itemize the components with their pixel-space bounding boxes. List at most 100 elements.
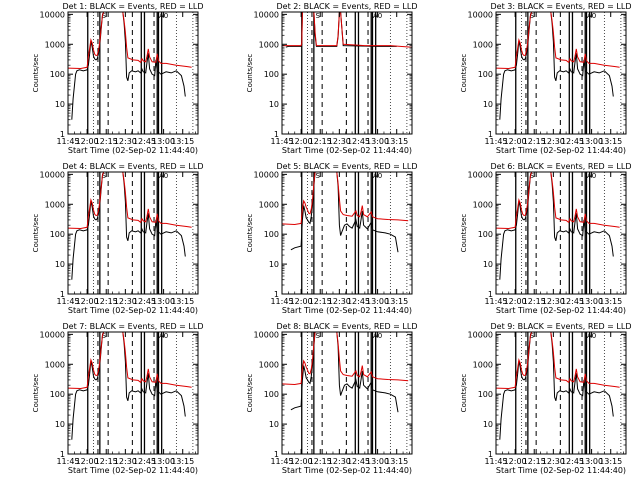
- x-tick-label: 13:00: [152, 457, 175, 466]
- x-tick-label: 12:30: [542, 137, 565, 146]
- y-tick-label: 10: [55, 100, 65, 109]
- x-tick-label: 11:45: [56, 297, 79, 306]
- x-tick-label: 11:45: [270, 297, 293, 306]
- y-tick-label: 1000: [473, 200, 493, 209]
- plot-frame: [67, 171, 199, 295]
- events-line: [290, 172, 399, 253]
- y-axis-label: Counts/sec: [32, 54, 40, 93]
- marker-label: S: [315, 172, 320, 180]
- y-tick-label: 10000: [254, 10, 279, 19]
- x-axis-label: Start Time (02-Sep-02 11:44:40): [282, 466, 412, 475]
- panel-title: Det 6: BLACK = Events, RED = LLD: [491, 162, 632, 171]
- lld-line: [496, 172, 620, 230]
- x-tick-label: 11:45: [484, 297, 507, 306]
- x-tick-label: 12:30: [328, 297, 351, 306]
- x-tick-label: 12:15: [523, 137, 546, 146]
- y-tick-label: 10: [269, 260, 279, 269]
- y-tick-label: 10000: [40, 170, 65, 179]
- plot-frame: [495, 171, 627, 295]
- panel-det-6: Det 6: BLACK = Events, RED = LLDSA011010…: [460, 162, 631, 315]
- x-tick-label: 13:15: [171, 297, 194, 306]
- marker-label: S: [315, 12, 320, 20]
- y-tick-label: 10: [483, 260, 493, 269]
- x-tick-label: 13:00: [152, 297, 175, 306]
- x-tick-label: 13:15: [385, 137, 408, 146]
- y-tick-label: 100: [264, 70, 279, 79]
- panel-det-2: Det 2: BLACK = Events, RED = LLDSA011010…: [246, 2, 417, 155]
- x-tick-label: 13:15: [171, 457, 194, 466]
- x-tick-label: 12:30: [542, 297, 565, 306]
- x-tick-label: 12:45: [347, 297, 370, 306]
- x-tick-label: 13:00: [366, 457, 389, 466]
- panel-title: Det 2: BLACK = Events, RED = LLD: [277, 2, 418, 11]
- x-tick-label: 12:45: [347, 137, 370, 146]
- panel-det-9: Det 9: BLACK = Events, RED = LLDSA011010…: [460, 322, 631, 475]
- events-line: [71, 12, 186, 120]
- y-tick-label: 1: [274, 290, 279, 299]
- x-tick-label: 13:00: [366, 137, 389, 146]
- x-tick-label: 12:45: [347, 457, 370, 466]
- x-axis-label: Start Time (02-Sep-02 11:44:40): [68, 146, 198, 155]
- plot-frame: [67, 11, 199, 135]
- y-tick-label: 1: [488, 290, 493, 299]
- x-tick-label: 11:45: [270, 137, 293, 146]
- plot-frame: [67, 331, 199, 455]
- y-axis-label: Counts/sec: [460, 214, 468, 253]
- x-tick-label: 13:15: [171, 137, 194, 146]
- y-tick-label: 10000: [40, 330, 65, 339]
- panel-title: Det 8: BLACK = Events, RED = LLD: [277, 322, 418, 331]
- y-tick-label: 10000: [468, 170, 493, 179]
- y-tick-label: 100: [264, 230, 279, 239]
- x-axis-label: Start Time (02-Sep-02 11:44:40): [282, 146, 412, 155]
- x-tick-label: 12:00: [76, 457, 99, 466]
- y-tick-label: 10000: [254, 170, 279, 179]
- x-tick-label: 11:45: [484, 457, 507, 466]
- y-axis-label: Counts/sec: [460, 374, 468, 413]
- x-tick-label: 12:00: [504, 137, 527, 146]
- x-tick-label: 12:45: [561, 137, 584, 146]
- x-tick-label: 12:00: [504, 457, 527, 466]
- vertical-markers: [301, 172, 408, 294]
- x-axis-label: Start Time (02-Sep-02 11:44:40): [496, 466, 626, 475]
- lld-line: [496, 332, 620, 390]
- marker-label: S: [101, 172, 106, 180]
- x-tick-label: 12:30: [328, 137, 351, 146]
- y-axis-label: Counts/sec: [460, 54, 468, 93]
- y-tick-label: 1: [488, 450, 493, 459]
- x-tick-label: 13:00: [152, 137, 175, 146]
- x-tick-label: 12:30: [114, 457, 137, 466]
- y-tick-label: 1000: [45, 40, 65, 49]
- x-tick-label: 12:45: [561, 457, 584, 466]
- y-axis-label: Counts/sec: [32, 374, 40, 413]
- lld-line: [496, 12, 620, 70]
- x-tick-label: 11:45: [484, 137, 507, 146]
- events-line: [499, 12, 614, 120]
- x-tick-label: 13:00: [366, 297, 389, 306]
- y-tick-label: 100: [50, 390, 65, 399]
- y-tick-label: 10: [55, 260, 65, 269]
- x-axis-label: Start Time (02-Sep-02 11:44:40): [496, 306, 626, 315]
- y-tick-label: 100: [478, 390, 493, 399]
- lld-line: [68, 172, 192, 230]
- panel-det-1: Det 1: BLACK = Events, RED = LLDSA011010…: [32, 2, 203, 155]
- x-tick-label: 13:00: [580, 137, 603, 146]
- marker-label: S: [529, 172, 534, 180]
- x-tick-label: 12:15: [523, 457, 546, 466]
- y-axis-label: Counts/sec: [32, 214, 40, 253]
- x-tick-label: 13:15: [599, 297, 622, 306]
- y-axis-label: Counts/sec: [246, 54, 254, 93]
- x-tick-label: 12:30: [542, 457, 565, 466]
- y-tick-label: 1: [60, 290, 65, 299]
- y-tick-label: 1000: [259, 200, 279, 209]
- x-tick-label: 13:00: [580, 457, 603, 466]
- marker-label: S: [101, 332, 106, 340]
- lld-line: [282, 172, 409, 226]
- panel-title: Det 4: BLACK = Events, RED = LLD: [63, 162, 204, 171]
- x-tick-label: 12:00: [290, 457, 313, 466]
- marker-label: S: [529, 332, 534, 340]
- y-tick-label: 1000: [473, 40, 493, 49]
- y-tick-label: 10000: [468, 330, 493, 339]
- x-axis-label: Start Time (02-Sep-02 11:44:40): [68, 466, 198, 475]
- y-tick-label: 1: [274, 450, 279, 459]
